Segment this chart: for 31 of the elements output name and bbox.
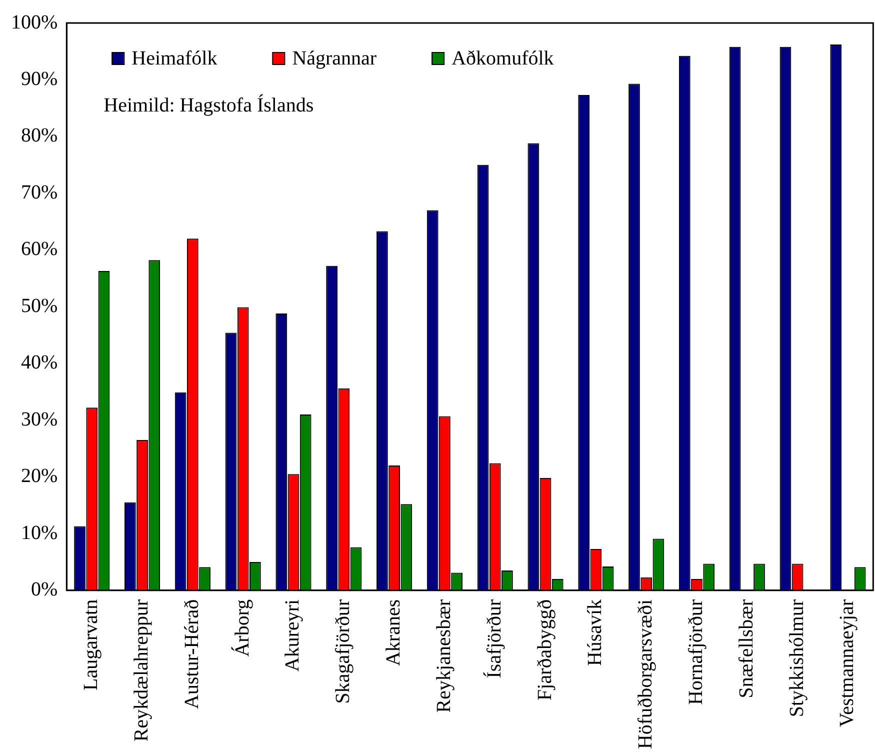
legend-label: Aðkomufólk <box>452 47 554 70</box>
x-tick-label: Árborg <box>230 599 254 657</box>
annotation: Heimild: Hagstofa Íslands <box>104 93 314 116</box>
y-tick-label: 0% <box>30 578 58 601</box>
x-tick-label: Fjarðabyggð <box>534 599 556 700</box>
x-tick-label: Akureyri <box>282 598 304 672</box>
y-tick-label: 30% <box>20 408 58 430</box>
y-tick-label: 50% <box>20 294 58 317</box>
x-tick-label: Húsavík <box>584 599 606 666</box>
y-tick-label: 90% <box>20 68 58 90</box>
y-tick-label: 70% <box>20 181 58 204</box>
x-tick-label: Höfuðborgarsvæði <box>634 598 657 750</box>
x-tick-label: Snæfellsbær <box>735 599 758 698</box>
y-tick-label: 80% <box>20 124 58 147</box>
x-tick-label: Laugarvatn <box>80 599 102 690</box>
y-tick-label: 60% <box>20 238 58 260</box>
x-tick-label: Austur-Hérað <box>180 599 203 709</box>
x-tick-label: Hornafjörður <box>685 599 707 705</box>
x-tick-label: Stykkishólmur <box>786 599 808 718</box>
x-tick-label: Reykdælahreppur <box>130 599 153 742</box>
y-tick-label: 40% <box>20 352 58 374</box>
y-tick-label: 10% <box>20 522 58 544</box>
x-tick-label: Vestmannaeyjar <box>836 599 858 728</box>
y-tick-label: 20% <box>20 465 58 488</box>
x-tick-label: Reykjanesbær <box>432 599 455 713</box>
x-tick-label: Akranes <box>382 599 405 666</box>
x-tick-label: Skagafjörður <box>332 599 354 704</box>
legend-label: Nágrannar <box>292 47 377 70</box>
y-tick-label: 100% <box>10 11 58 34</box>
x-tick-label: Ísafjörður <box>482 599 506 678</box>
legend-label: Heimafólk <box>132 47 218 70</box>
